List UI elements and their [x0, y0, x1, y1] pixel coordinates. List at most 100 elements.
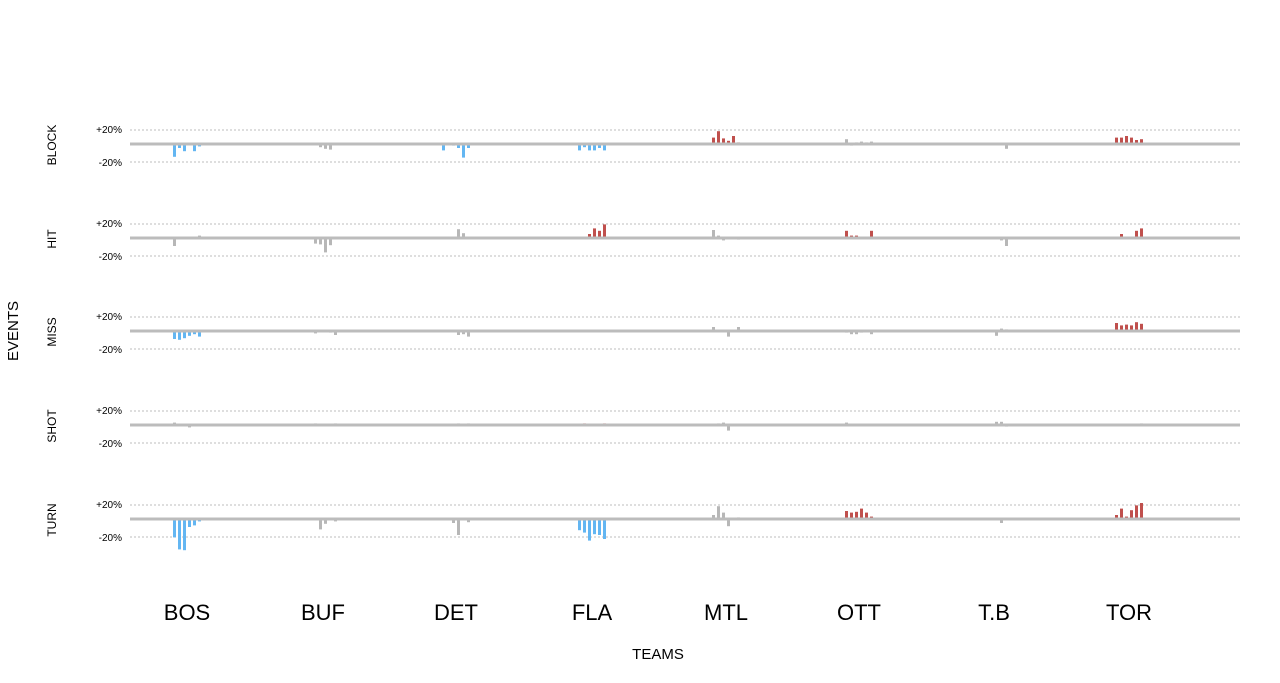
bar-hit-fla-3 [588, 234, 591, 238]
bar-miss-tor-2 [1120, 325, 1123, 331]
team-label-tb: T.B [978, 600, 1010, 625]
bar-turn-tor-1 [1115, 515, 1118, 519]
bar-miss-tor-1 [1115, 323, 1118, 331]
bar-block-det-6 [467, 144, 470, 148]
bar-turn-fla-5 [598, 519, 601, 535]
bar-block-buf-3 [319, 144, 322, 148]
bar-miss-tor-6 [1140, 323, 1143, 331]
tick-label-plus20-shot: +20% [96, 406, 122, 417]
bar-miss-tor-3 [1125, 324, 1128, 331]
bar-miss-bos-3 [183, 331, 186, 339]
bar-hit-fla-5 [598, 230, 601, 238]
team-label-fla: FLA [572, 600, 613, 625]
bar-miss-bos-6 [198, 331, 201, 337]
bar-miss-bos-5 [193, 331, 196, 335]
bars [173, 131, 1143, 551]
bar-turn-tor-2 [1120, 508, 1123, 519]
bar-hit-buf-5 [329, 238, 332, 246]
team-label-ott: OTT [837, 600, 881, 625]
row-label-turn: TURN [45, 503, 59, 536]
row-labels: BLOCK HIT MISS SHOT TURN [45, 125, 59, 537]
bar-miss-tb-4 [995, 331, 998, 336]
row-label-hit: HIT [45, 229, 59, 249]
bar-hit-fla-4 [593, 228, 596, 238]
bar-block-mtl-3 [722, 138, 725, 144]
bar-turn-det-4 [457, 519, 460, 535]
tick-label-minus20-block: -20% [99, 158, 122, 169]
bar-block-ott-1 [845, 139, 848, 144]
bar-block-fla-6 [603, 144, 606, 151]
bar-turn-fla-4 [593, 519, 596, 535]
bar-miss-mtl-1 [712, 327, 715, 331]
bar-block-det-1 [442, 144, 445, 151]
bar-block-tor-4 [1130, 137, 1133, 144]
bar-turn-bos-1 [173, 519, 176, 538]
tick-label-plus20-miss: +20% [96, 312, 122, 323]
bar-hit-tor-5 [1135, 230, 1138, 238]
gridlines [130, 129, 1240, 538]
bar-turn-bos-3 [183, 519, 186, 551]
tick-label-minus20-hit: -20% [99, 252, 122, 263]
y-tick-labels: +20% -20% +20% -20% +20% -20% +20% -20% +20% -20% [96, 125, 122, 544]
tick-label-plus20-hit: +20% [96, 219, 122, 230]
bar-block-tb-6 [1005, 144, 1008, 149]
tick-label-plus20-block: +20% [96, 125, 122, 136]
bar-turn-mtl-4 [727, 519, 730, 527]
bar-turn-bos-2 [178, 519, 181, 550]
bar-block-fla-1 [578, 144, 581, 151]
bar-turn-det-6 [467, 519, 470, 523]
bar-miss-det-5 [462, 331, 465, 335]
bar-block-tor-5 [1135, 140, 1138, 144]
team-label-bos: BOS [164, 600, 210, 625]
bar-turn-tor-5 [1135, 505, 1138, 519]
bar-turn-ott-1 [845, 511, 848, 519]
bar-hit-buf-2 [314, 238, 317, 244]
bar-shot-tb-4 [995, 421, 998, 425]
tick-label-minus20-shot: -20% [99, 439, 122, 450]
bar-block-bos-2 [178, 144, 181, 148]
bar-miss-tor-4 [1130, 325, 1133, 331]
bar-block-tor-3 [1125, 136, 1128, 144]
bar-turn-fla-6 [603, 519, 606, 539]
tick-label-plus20-turn: +20% [96, 500, 122, 511]
bar-turn-tor-4 [1130, 510, 1133, 519]
row-label-miss: MISS [45, 317, 59, 346]
bar-block-bos-1 [173, 144, 176, 157]
bar-hit-fla-6 [603, 224, 606, 238]
tick-label-minus20-turn: -20% [99, 533, 122, 544]
y-axis-title: EVENTS [5, 301, 22, 361]
baselines [130, 142, 1240, 521]
bar-block-det-5 [462, 144, 465, 158]
bar-miss-bos-1 [173, 331, 176, 339]
row-label-shot: SHOT [45, 409, 59, 443]
bar-block-buf-5 [329, 144, 332, 150]
bar-shot-tb-5 [1000, 421, 1003, 425]
bar-miss-det-4 [457, 331, 460, 335]
bar-turn-mtl-3 [722, 512, 725, 519]
bar-block-mtl-5 [732, 136, 735, 144]
bar-turn-fla-3 [588, 519, 591, 541]
bar-turn-fla-1 [578, 519, 581, 531]
bar-hit-mtl-1 [712, 230, 715, 238]
bar-miss-det-6 [467, 331, 470, 337]
bar-miss-mtl-6 [737, 327, 740, 331]
bar-turn-buf-4 [324, 519, 327, 524]
bar-block-bos-5 [193, 144, 196, 152]
bar-block-tor-6 [1140, 139, 1143, 144]
bar-hit-ott-6 [870, 230, 873, 238]
bar-block-fla-5 [598, 144, 601, 148]
bar-miss-ott-2 [850, 331, 853, 335]
bar-turn-bos-4 [188, 519, 191, 527]
bar-turn-mtl-2 [717, 506, 720, 519]
bar-miss-ott-6 [870, 331, 873, 335]
bar-turn-fla-2 [583, 519, 586, 533]
bar-turn-tb-5 [1000, 519, 1003, 523]
bar-block-fla-2 [583, 144, 586, 148]
bar-turn-buf-3 [319, 519, 322, 530]
bar-miss-ott-3 [855, 331, 858, 335]
bar-turn-ott-5 [865, 512, 868, 519]
bar-shot-mtl-4 [727, 425, 730, 431]
bar-miss-tor-5 [1135, 322, 1138, 331]
bar-block-det-4 [457, 144, 460, 148]
team-label-buf: BUF [301, 600, 345, 625]
